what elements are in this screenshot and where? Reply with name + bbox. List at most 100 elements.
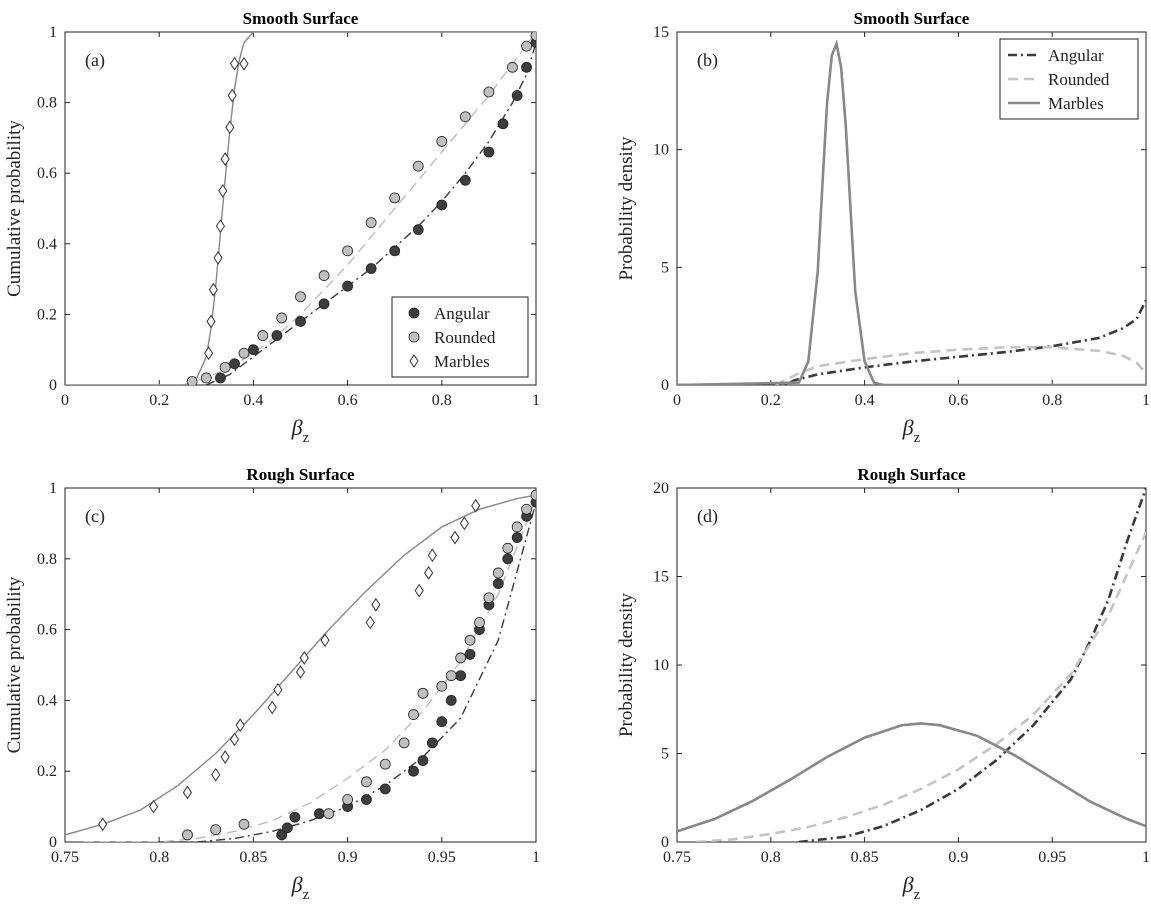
point-angular <box>455 670 467 682</box>
x-tick-label: 1 <box>1142 392 1150 409</box>
point-marbles <box>227 88 237 103</box>
y-tick-label: 15 <box>653 24 669 41</box>
x-tick-label: 0.8 <box>149 849 169 866</box>
point-marbles <box>229 56 240 71</box>
series-line-rounded <box>774 346 1146 385</box>
y-tick-label: 0 <box>661 377 669 394</box>
point-marbles <box>267 700 277 715</box>
point-marbles <box>273 682 283 697</box>
y-tick-label: 0.6 <box>37 165 57 182</box>
y-tick-label: 0.6 <box>37 622 57 639</box>
point-marbles <box>471 498 481 513</box>
point-angular <box>436 716 448 728</box>
x-tick-label: 0.4 <box>855 392 875 409</box>
point-marbles <box>148 799 159 814</box>
point-rounded <box>530 32 536 41</box>
y-axis-label: Cumulative probability <box>4 576 25 753</box>
point-angular <box>459 174 471 186</box>
chart-title: Smooth Surface <box>243 9 359 28</box>
legend: Angular Rounded Marbles <box>999 38 1139 120</box>
point-rounded <box>182 829 193 841</box>
point-rounded <box>459 111 471 123</box>
legend-label-marbles: Marbles <box>1048 94 1104 113</box>
plot-area <box>677 39 1146 385</box>
y-axis-label: Cumulative probability <box>4 120 25 297</box>
point-marbles <box>213 251 223 265</box>
point-angular <box>521 61 532 73</box>
y-tick-label: 10 <box>653 657 669 674</box>
x-tick-label: 0.8 <box>432 392 452 409</box>
x-tick-label: 1 <box>532 849 540 866</box>
panel-d: Rough Surface(d)0.75 0.8 0.85 0.9 0.95 105101… <box>616 465 1150 903</box>
y-tick-label: 1 <box>49 24 57 41</box>
point-marbles <box>459 516 470 531</box>
point-angular <box>464 648 476 660</box>
x-tick-label: 0.9 <box>338 849 358 866</box>
point-angular <box>276 829 288 841</box>
point-angular <box>318 298 330 310</box>
x-axis-label: βz <box>902 872 921 903</box>
legend-label-marbles: Marbles <box>434 352 490 371</box>
legend-label-rounded: Rounded <box>434 328 496 347</box>
point-angular <box>497 118 509 130</box>
point-marbles <box>98 817 108 832</box>
x-tick-label: 0.4 <box>243 392 263 409</box>
y-tick-label: 0.4 <box>37 236 57 253</box>
point-rounded <box>186 376 198 385</box>
point-angular <box>215 372 226 384</box>
y-tick-label: 0 <box>49 834 57 851</box>
x-tick-label: 0.2 <box>149 392 169 409</box>
point-angular <box>492 578 504 589</box>
y-axis-label: Probability density <box>616 592 637 737</box>
x-axis-subscript: z <box>914 887 921 903</box>
panel-label: (d) <box>697 506 718 527</box>
point-marbles <box>424 566 434 580</box>
x-tick-label: 0.6 <box>948 392 968 409</box>
x-axis-subscript: z <box>914 430 921 446</box>
point-rounded <box>436 136 448 147</box>
point-angular <box>295 316 306 327</box>
point-angular <box>342 280 354 292</box>
y-tick-label: 1 <box>49 480 57 497</box>
series-line-rounded <box>695 531 1146 842</box>
point-rounded <box>483 592 495 604</box>
point-angular <box>365 263 377 274</box>
legend-label-angular: Angular <box>1048 46 1104 65</box>
point-rounded <box>389 192 401 204</box>
point-marbles <box>218 183 228 198</box>
panel-label: (a) <box>85 50 105 71</box>
point-rounded <box>436 680 448 692</box>
point-angular <box>361 794 372 805</box>
point-angular <box>313 808 325 820</box>
x-tick-label: 1 <box>1142 849 1150 866</box>
y-tick-label: 20 <box>653 480 669 497</box>
point-rounded <box>483 86 495 98</box>
point-rounded <box>408 709 419 720</box>
chart-title: Smooth Surface <box>854 9 970 28</box>
point-rounded <box>365 217 377 229</box>
point-angular <box>412 224 424 236</box>
x-tick-label: 0.6 <box>338 392 358 409</box>
point-angular <box>445 695 457 706</box>
x-tick-label: 0 <box>61 392 69 409</box>
point-marbles <box>208 282 218 297</box>
point-rounded <box>412 160 424 172</box>
point-rounded <box>492 567 504 579</box>
point-marbles <box>365 615 375 630</box>
series-line-marbles-fit <box>65 32 536 385</box>
series-line-angular <box>798 488 1146 842</box>
point-angular <box>436 199 448 211</box>
series-line-angular-fit <box>159 502 536 842</box>
point-rounded <box>455 652 467 664</box>
x-tick-label: 0.8 <box>761 849 781 866</box>
point-marbles <box>220 750 230 764</box>
point-rounded <box>257 330 269 341</box>
x-tick-label: 0.85 <box>851 849 879 866</box>
axes-box <box>64 487 537 843</box>
point-angular <box>271 330 283 341</box>
point-marbles <box>220 152 230 166</box>
series-line-marbles <box>677 39 1146 385</box>
point-marbles <box>229 732 240 747</box>
point-marbles <box>239 56 249 71</box>
